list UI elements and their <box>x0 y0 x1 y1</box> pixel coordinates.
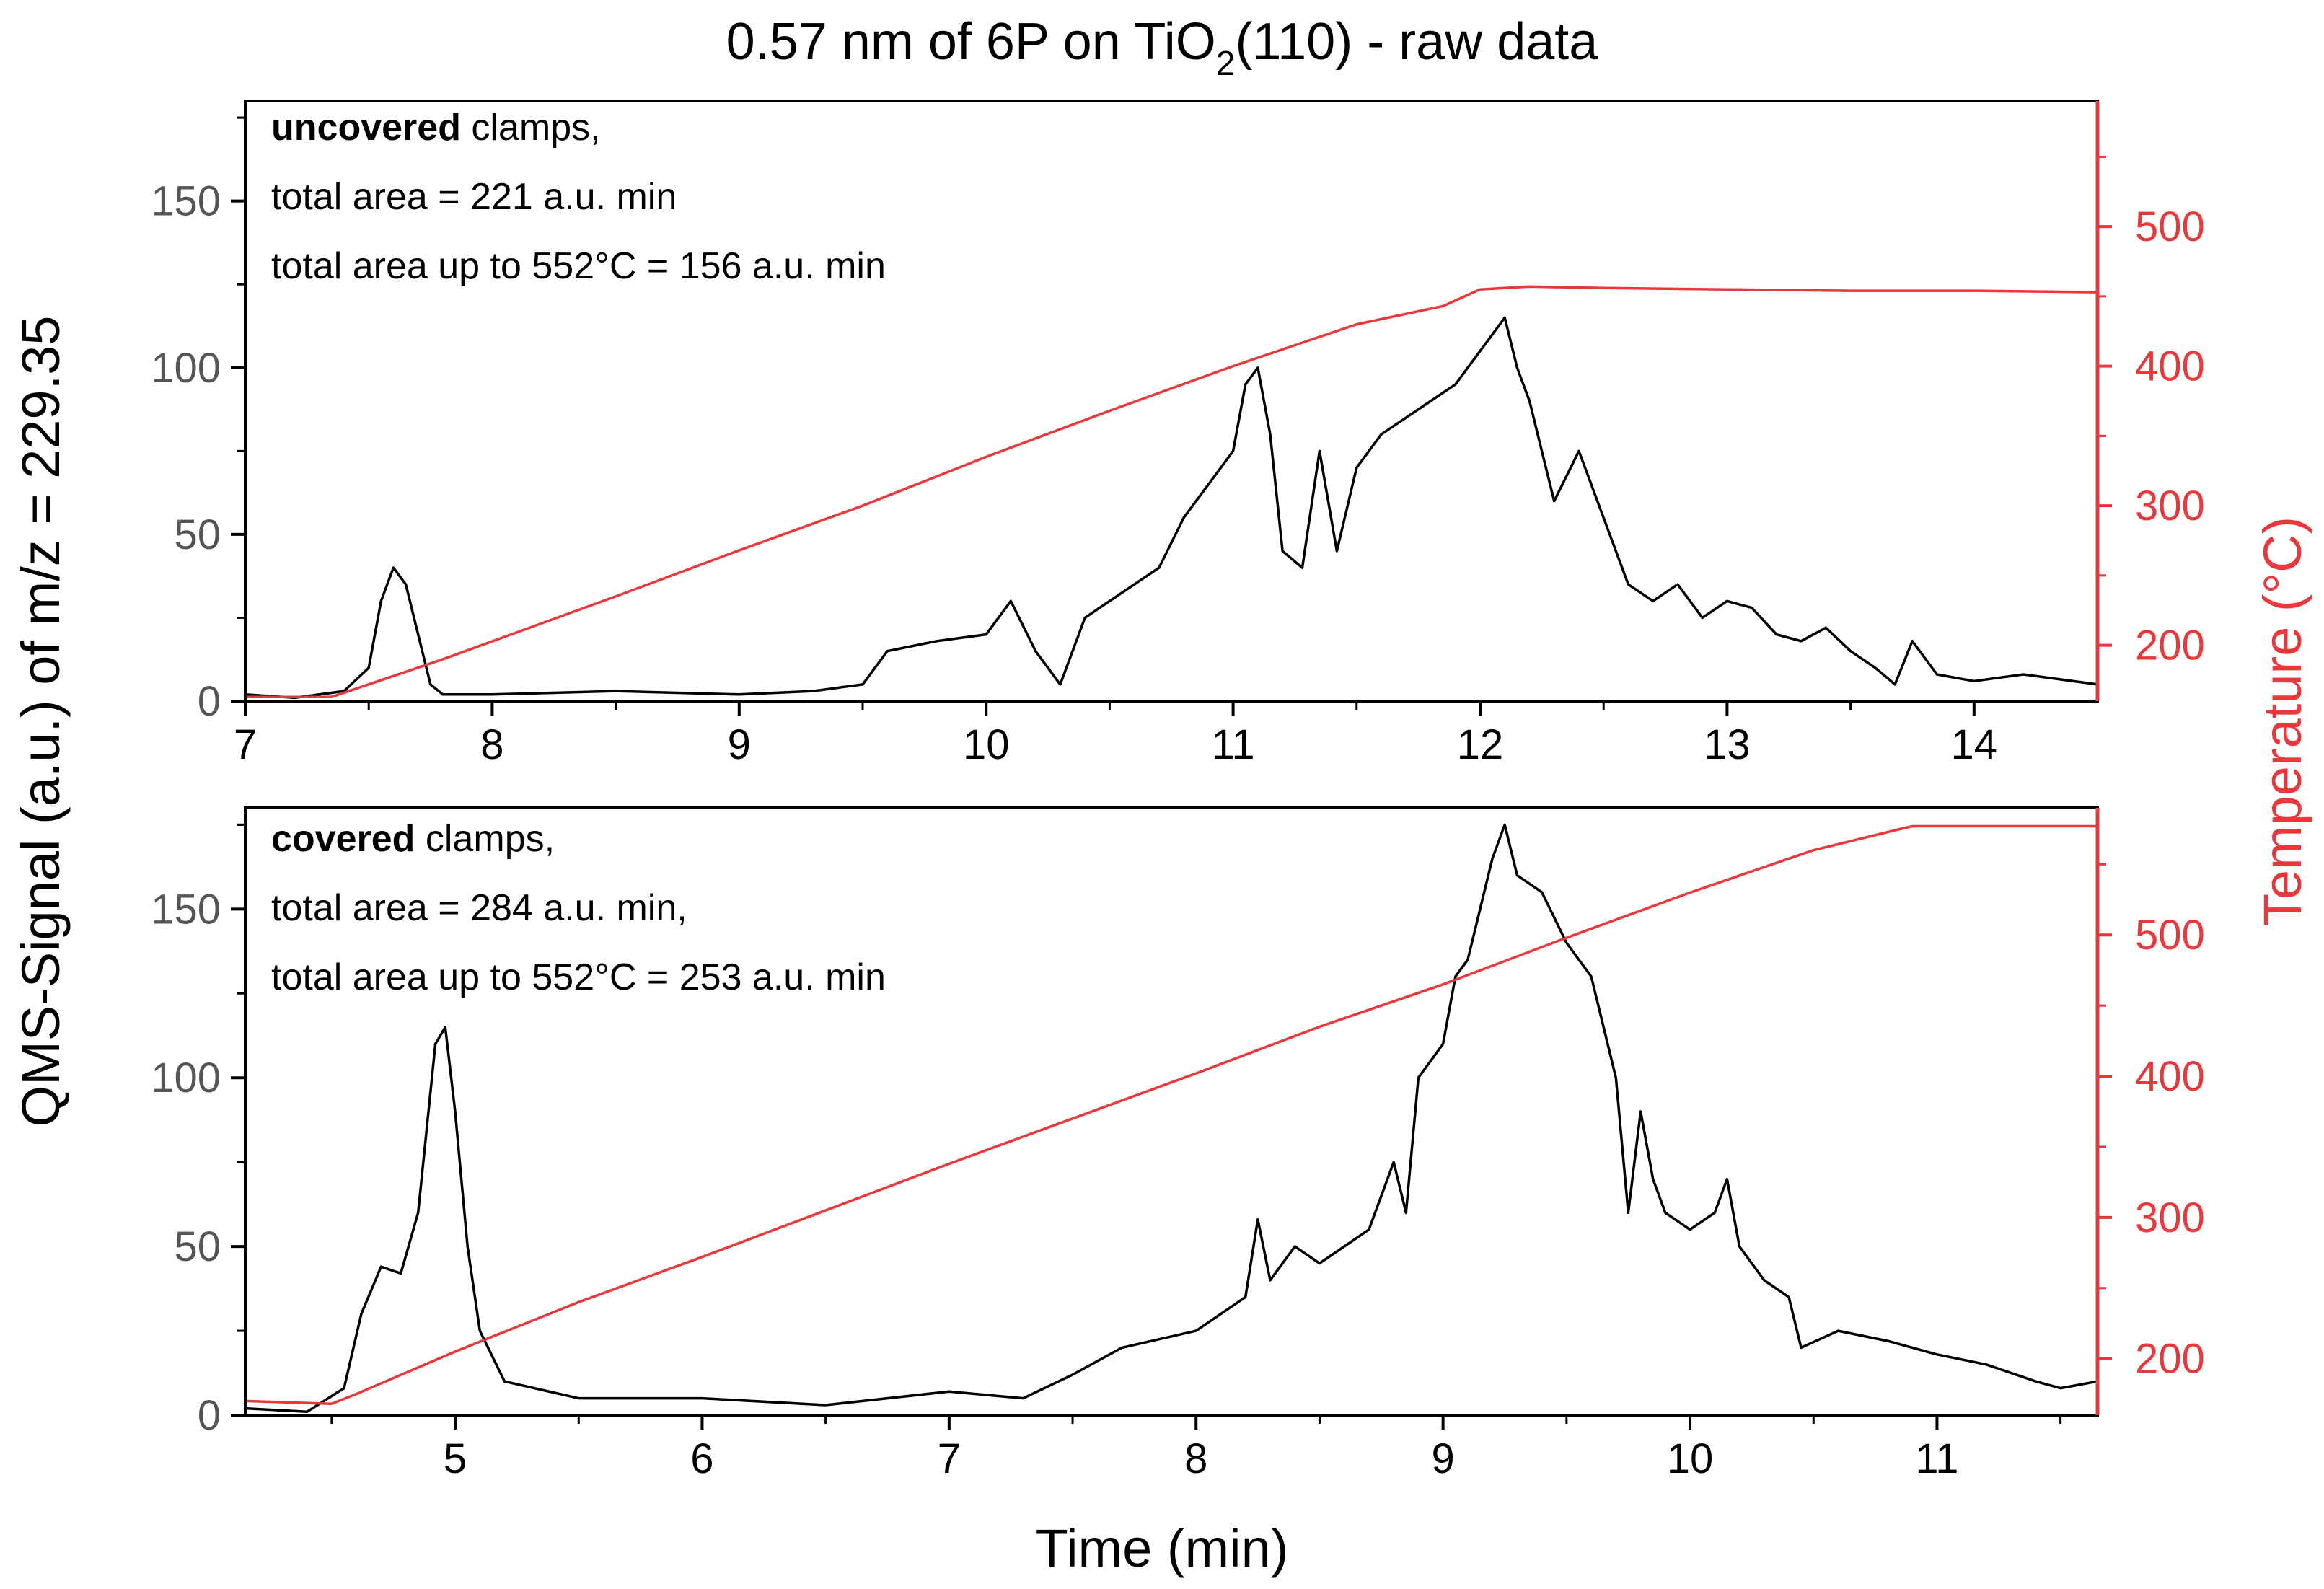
top-y-right-tick-label: 500 <box>2135 203 2205 250</box>
bottom-x-tick-label: 5 <box>444 1435 467 1482</box>
top-y-left-tick-label: 50 <box>174 511 221 558</box>
top-y-right-tick-label: 400 <box>2135 343 2205 390</box>
bottom-ticks-layer: 5 6 7 8 9 10 11 0 50 100 150 200 300 400 500 <box>151 823 2205 1482</box>
bottom-annotation: covered clamps, total area = 284 a.u. mi… <box>271 818 886 998</box>
bottom-y-left-tick-label: 150 <box>151 886 221 933</box>
top-x-tick-label: 14 <box>1951 721 1998 768</box>
bottom-annotation-line2: total area = 284 a.u. min, <box>271 887 687 929</box>
bottom-x-tick-label: 7 <box>938 1435 961 1482</box>
y-axis-label-right: Temperature (°C) <box>2253 516 2312 926</box>
bottom-y-right-tick-label: 200 <box>2135 1336 2205 1383</box>
bottom-x-tick-label: 10 <box>1667 1435 1714 1482</box>
bottom-y-right-tick-label: 500 <box>2135 912 2205 959</box>
top-y-left-tick-label: 150 <box>151 178 221 225</box>
top-x-tick-label: 12 <box>1457 721 1504 768</box>
top-y-left-tick-label: 0 <box>198 678 221 725</box>
top-temperature-line <box>245 285 2098 698</box>
top-x-tick-label: 8 <box>480 721 503 768</box>
top-y-right-tick-label: 300 <box>2135 483 2205 529</box>
top-ticks-layer: 7 8 9 10 11 12 13 14 0 50 100 150 200 300 400 500 <box>151 116 2205 768</box>
bottom-x-tick-label: 9 <box>1432 1435 1455 1482</box>
bottom-y-left-tick-label: 50 <box>174 1223 221 1270</box>
bottom-x-tick-label: 6 <box>690 1435 713 1482</box>
chart-title: 0.57 nm of 6P on TiO2(110) - raw data <box>726 13 1599 83</box>
top-series-layer <box>245 285 2098 700</box>
top-annotation-line1: uncovered clamps, <box>271 107 601 149</box>
top-annotation-line3: total area up to 552°C = 156 a.u. min <box>271 245 886 287</box>
top-x-tick-label: 13 <box>1704 721 1751 768</box>
x-axis-label: Time (min) <box>1036 1518 1289 1578</box>
bottom-series-layer <box>245 823 2098 1414</box>
top-y-left-tick-label: 100 <box>151 345 221 392</box>
bottom-x-tick-label: 11 <box>1915 1435 1958 1482</box>
bottom-y-right-tick-label: 400 <box>2135 1053 2205 1100</box>
bottom-annotation-line3: total area up to 552°C = 253 a.u. min <box>271 956 886 998</box>
top-annotation: uncovered clamps, total area = 221 a.u. … <box>271 107 886 287</box>
top-annotation-line2: total area = 221 a.u. min <box>271 176 677 218</box>
bottom-y-right-tick-label: 300 <box>2135 1194 2205 1241</box>
bottom-y-left-tick-label: 0 <box>198 1392 221 1439</box>
top-x-tick-label: 10 <box>963 721 1010 768</box>
bottom-qms-signal-line <box>245 823 2098 1414</box>
bottom-annotation-line1: covered clamps, <box>271 818 555 860</box>
top-qms-signal-line <box>245 316 2098 700</box>
top-x-tick-label: 7 <box>234 721 257 768</box>
top-panel: 7 8 9 10 11 12 13 14 0 50 100 150 200 300 400 500 uncov… <box>151 100 2205 768</box>
title-subscript: 2 <box>1216 45 1236 83</box>
y-axis-label-left: QMS-Signal (a.u.) of m/z = 229.35 <box>11 316 71 1127</box>
bottom-panel: 5 6 7 8 9 10 11 0 50 100 150 200 300 400 500 covered c… <box>151 806 2205 1482</box>
bottom-x-tick-label: 8 <box>1184 1435 1207 1482</box>
top-x-tick-label: 11 <box>1211 721 1254 768</box>
top-x-tick-label: 9 <box>728 721 751 768</box>
bottom-temperature-line <box>245 824 2098 1406</box>
top-y-right-tick-label: 200 <box>2135 622 2205 669</box>
bottom-y-left-tick-label: 100 <box>151 1055 221 1101</box>
